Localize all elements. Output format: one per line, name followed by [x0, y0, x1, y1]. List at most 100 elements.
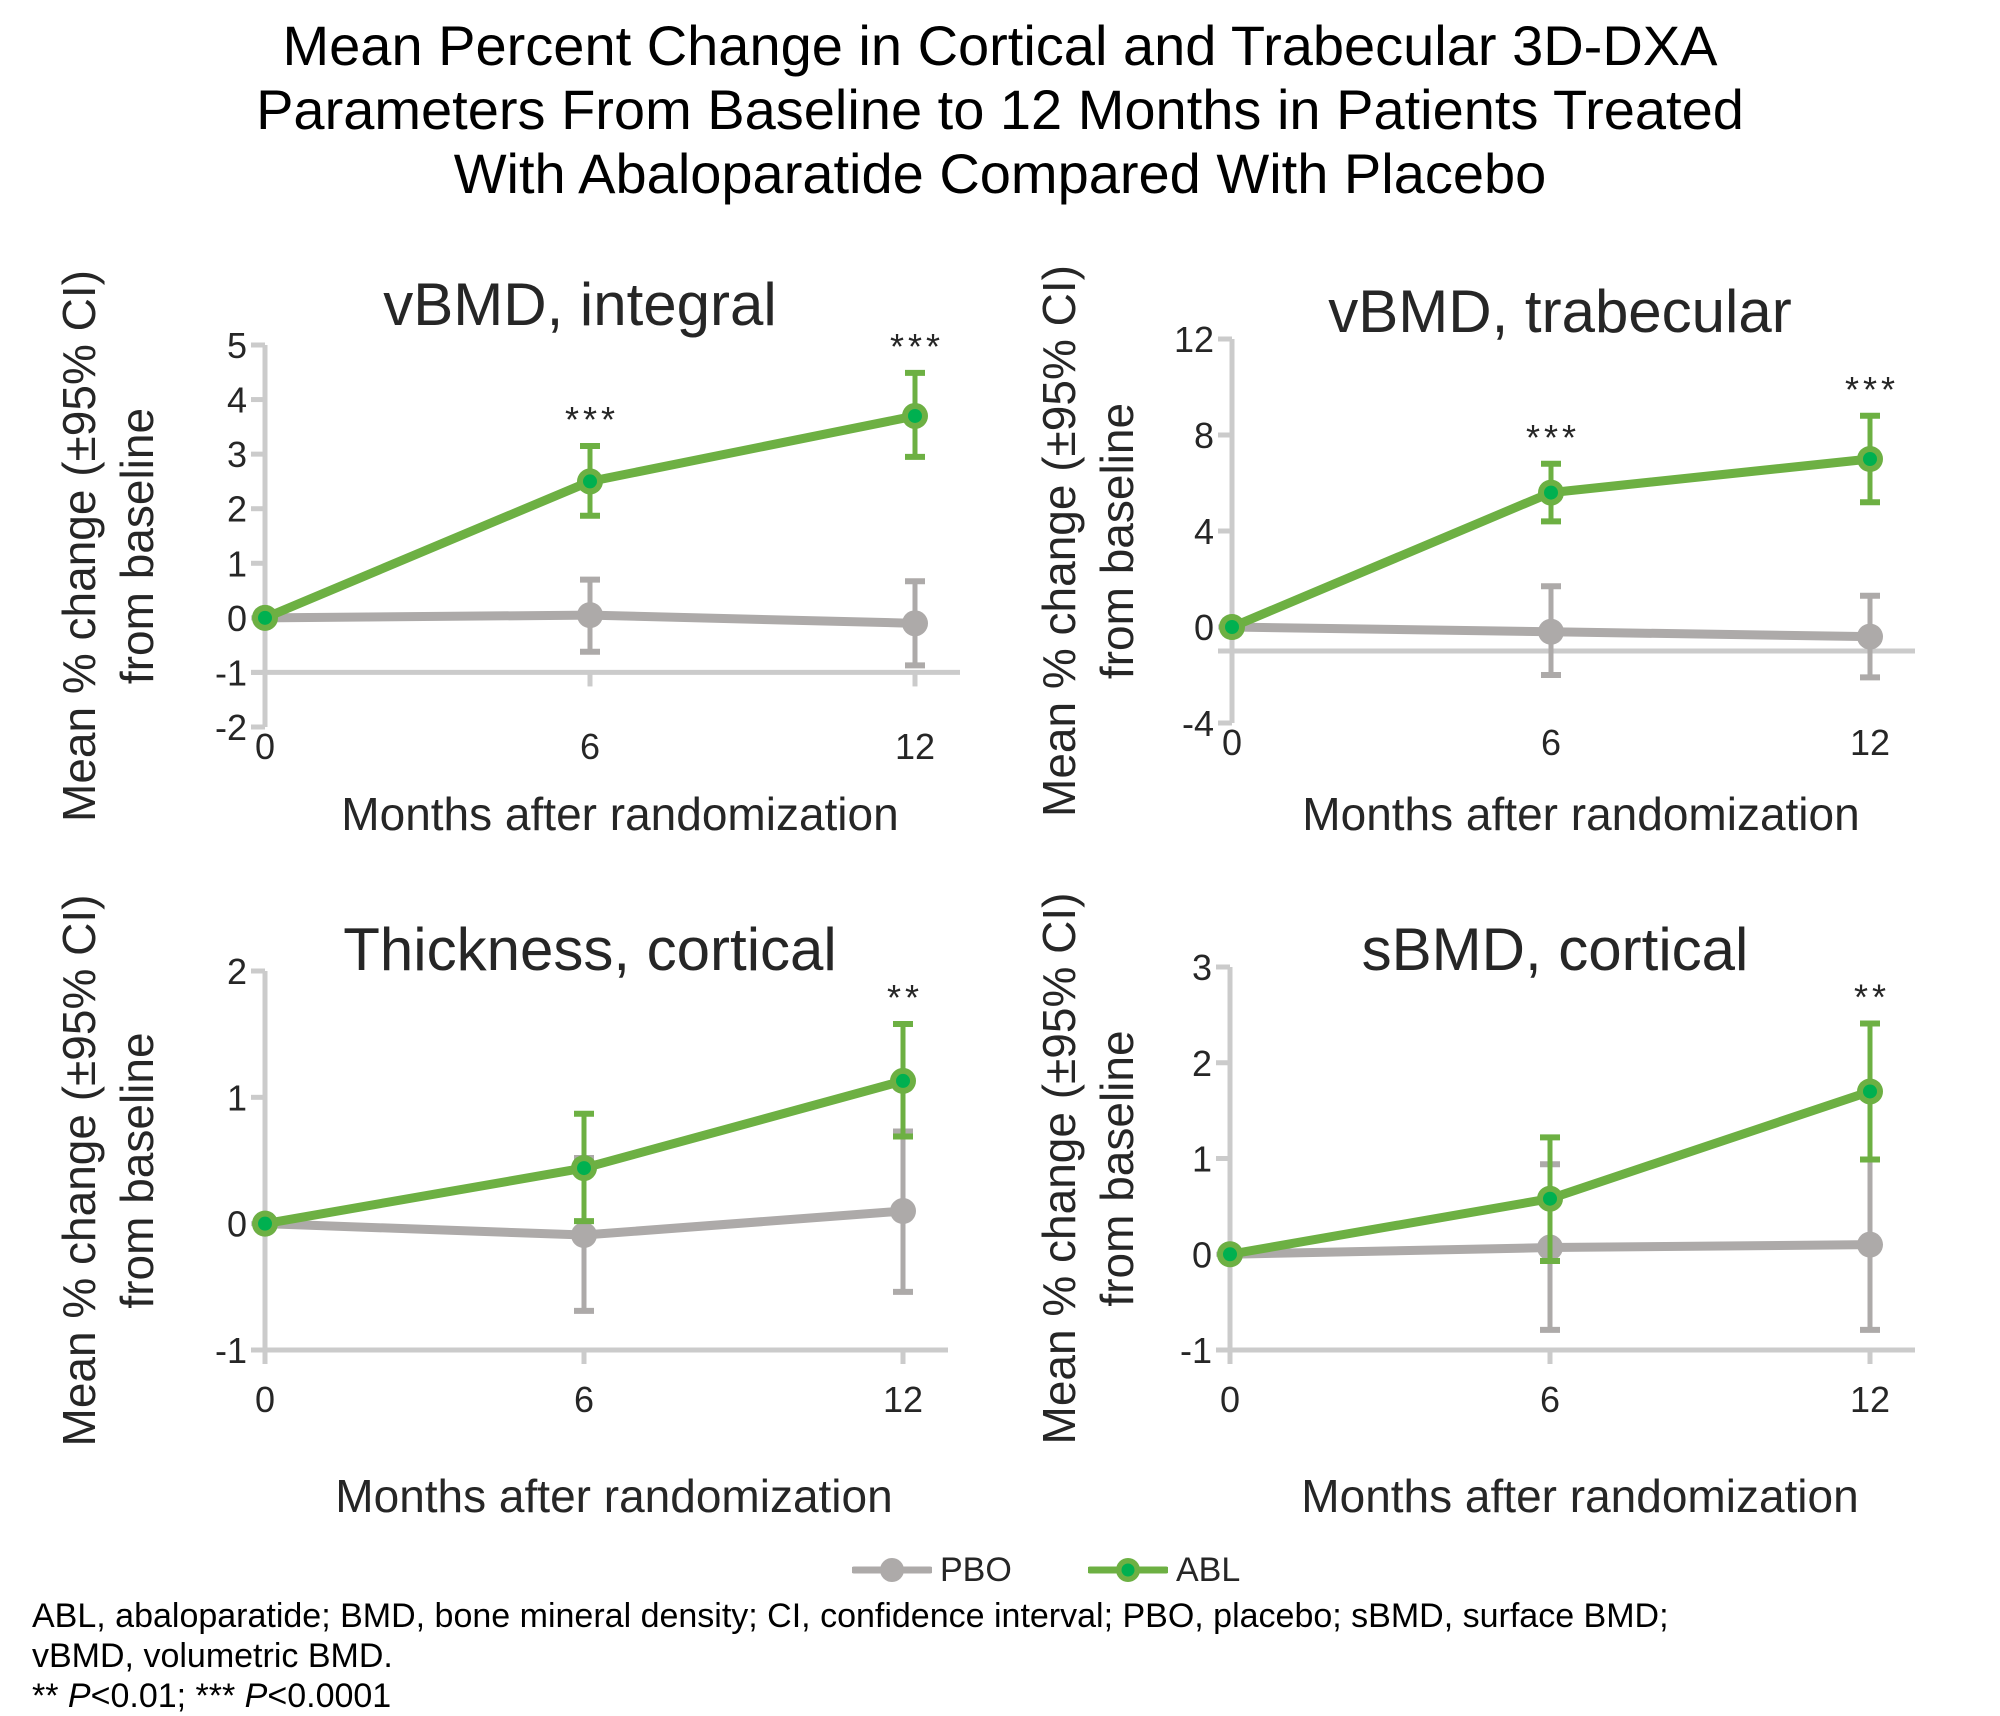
y-tick-label: -2: [215, 707, 247, 748]
y-tick-label: 8: [1194, 415, 1214, 456]
y-tick-label: 2: [227, 489, 247, 530]
legend-pbo-marker-icon: [852, 1558, 932, 1582]
y-tick-label: -1: [215, 1330, 247, 1371]
x-tick-label: 6: [580, 726, 600, 767]
footnote-abbreviations-2: vBMD, volumetric BMD.: [32, 1637, 393, 1675]
x-tick-label: 12: [1850, 1379, 1890, 1420]
data-point-marker: [1857, 1231, 1883, 1258]
y-tick-label: 3: [227, 434, 247, 475]
x-axis-title: Months after randomization: [1302, 788, 1859, 840]
x-tick-label: 0: [1222, 722, 1242, 763]
y-tick-label: 3: [1192, 947, 1212, 988]
data-point-marker: [890, 1198, 916, 1225]
y-axis-title-line: from baseline: [111, 408, 163, 684]
legend-abl-marker-icon: [1088, 1558, 1168, 1582]
series-abl: [252, 369, 928, 631]
data-point-marker-inner: [1223, 1247, 1237, 1262]
significance-annotation: ***: [890, 326, 944, 367]
footnotes: ABL, abaloparatide; BMD, bone mineral de…: [32, 1596, 1982, 1716]
legend-item-pbo: PBO: [852, 1546, 1012, 1594]
footnote-significance: ** P<0.01; *** P<0.0001: [32, 1676, 1982, 1716]
y-tick-label: 0: [1192, 1234, 1212, 1275]
footnote-sig-part: **: [32, 1677, 68, 1715]
figure-title-line-1: Mean Percent Change in Cortical and Trab…: [282, 14, 1718, 77]
y-axis-title-line: from baseline: [1091, 403, 1143, 679]
data-point-marker-inner: [896, 1073, 910, 1088]
y-axis-title-line: Mean % change (±95% CI): [53, 270, 105, 822]
y-tick-label: 0: [1194, 607, 1214, 648]
data-point-marker-inner: [258, 610, 272, 625]
figure-title-line-3: With Abaloparatide Compared With Placebo: [453, 142, 1547, 205]
figure-title: Mean Percent Change in Cortical and Trab…: [0, 14, 2000, 206]
footnote-p-italic: P: [244, 1677, 268, 1715]
x-tick-label: 0: [255, 726, 275, 767]
data-point-marker-inner: [1544, 485, 1558, 500]
legend: PBO ABL: [0, 1546, 2000, 1594]
significance-annotation: ***: [565, 399, 619, 440]
y-axis-title-line: Mean % change (±95% CI): [1033, 265, 1085, 817]
data-point-marker-inner: [1543, 1191, 1557, 1206]
x-tick-label: 12: [895, 726, 935, 767]
significance-annotation: **: [887, 977, 923, 1018]
data-point-marker: [902, 610, 928, 637]
data-point-marker: [577, 602, 603, 629]
legend-label-abl: ABL: [1176, 1550, 1241, 1589]
x-tick-label: 12: [883, 1379, 923, 1420]
x-tick-label: 6: [1541, 722, 1561, 763]
x-tick-label: 6: [1540, 1379, 1560, 1420]
y-tick-label: -1: [215, 652, 247, 693]
y-tick-label: 4: [1194, 511, 1214, 552]
legend-label-pbo: PBO: [940, 1550, 1012, 1589]
series-pbo: [252, 576, 928, 669]
data-point-marker-inner: [1225, 620, 1239, 634]
footnote-abbreviations-1: ABL, abaloparatide; BMD, bone mineral de…: [32, 1597, 1669, 1635]
data-point-marker: [1538, 618, 1564, 645]
data-point-marker: [571, 1222, 597, 1249]
y-tick-label: 1: [227, 1077, 247, 1118]
series-abl: [1217, 1020, 1883, 1268]
y-tick-label: 0: [227, 598, 247, 639]
y-axis-title-line: from baseline: [111, 1032, 163, 1308]
y-tick-label: 2: [227, 951, 247, 992]
panel-title: Thickness, cortical: [343, 916, 836, 983]
y-tick-label: 0: [227, 1204, 247, 1245]
series-abl: [1219, 412, 1883, 640]
panel-title: vBMD, integral: [383, 271, 776, 338]
x-tick-label: 6: [574, 1379, 594, 1420]
x-tick-label: 0: [1220, 1379, 1240, 1420]
series-abl: [252, 1021, 916, 1237]
series-pbo: [1219, 583, 1883, 681]
legend-item-abl: ABL: [1088, 1546, 1240, 1594]
x-tick-label: 0: [255, 1379, 275, 1420]
y-tick-label: -4: [1182, 703, 1214, 744]
data-point-marker-inner: [583, 474, 597, 489]
data-point-marker-inner: [258, 1216, 272, 1231]
significance-annotation: ***: [1526, 417, 1580, 458]
x-axis-title: Months after randomization: [335, 1470, 892, 1522]
y-tick-label: -1: [1180, 1330, 1212, 1371]
x-axis-title: Months after randomization: [1301, 1470, 1858, 1522]
x-tick-label: 12: [1850, 722, 1890, 763]
y-axis-title-line: Mean % change (±95% CI): [53, 895, 105, 1447]
data-point-marker-inner: [1863, 1084, 1877, 1099]
y-axis-title-line: Mean % change (±95% CI): [1033, 893, 1085, 1445]
y-tick-label: 1: [1192, 1139, 1212, 1180]
data-point-marker-inner: [908, 408, 922, 423]
data-point-marker: [1857, 623, 1883, 650]
y-tick-label: 4: [227, 380, 247, 421]
y-tick-label: 5: [227, 325, 247, 366]
footnote-sig-part: <0.0001: [267, 1677, 392, 1715]
y-tick-label: 2: [1192, 1043, 1212, 1084]
significance-annotation: ***: [1845, 369, 1899, 410]
figure-title-line-2: Parameters From Baseline to 12 Months in…: [256, 78, 1744, 141]
panel-title: sBMD, cortical: [1362, 916, 1749, 983]
data-point-marker-inner: [1863, 452, 1877, 466]
significance-annotation: **: [1854, 976, 1890, 1017]
y-tick-label: 12: [1174, 319, 1214, 360]
data-point-marker-inner: [577, 1161, 591, 1176]
x-axis-title: Months after randomization: [341, 788, 898, 840]
